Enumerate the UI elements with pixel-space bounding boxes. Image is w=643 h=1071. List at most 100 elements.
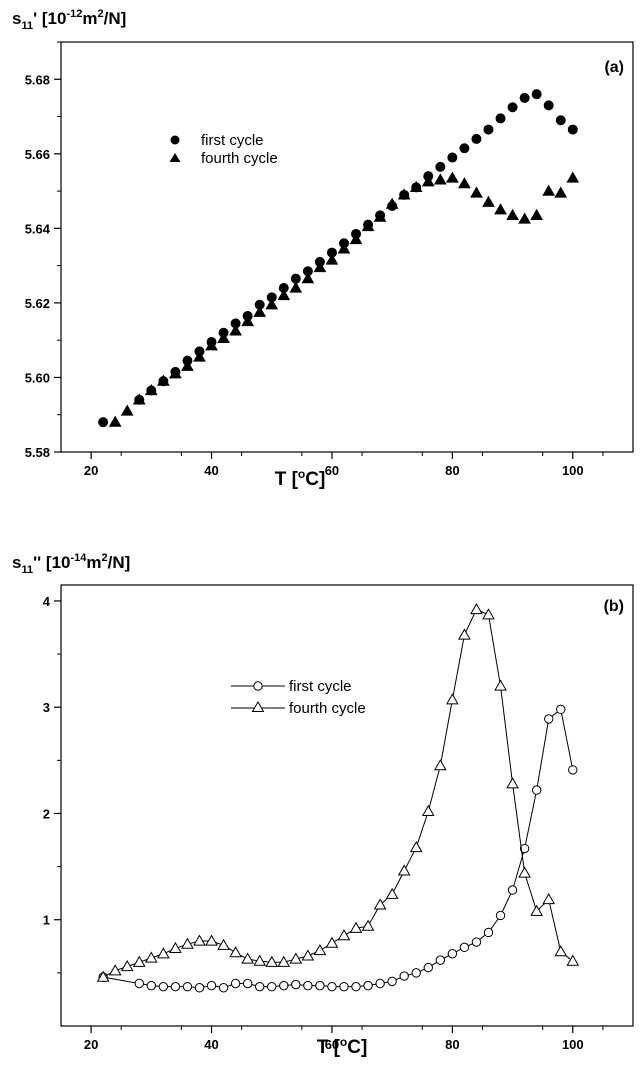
data-point-circle [447,152,458,163]
data-point-triangle [385,197,399,209]
x-tick-label: 100 [562,463,584,478]
plot-frame-a [60,41,634,453]
data-point-triangle [566,954,580,966]
data-point-circle [423,962,433,973]
y-ticks-b: 1 2 3 4 [43,594,61,974]
panel-b: s11'' [10-14m2/N] 20 40 60 80 100 1 2 3 4 (b) f… [12,552,634,1058]
data-point-triangle [337,242,351,254]
data-point-triangle [156,374,170,386]
series-fourth-cycle-a [108,171,580,427]
data-point-circle [230,978,241,989]
legend-a: first cycle fourth cycle [169,132,278,167]
data-point-triangle [108,415,122,427]
data-point-triangle [554,186,568,198]
data-point-triangle [193,350,206,362]
data-point-triangle [217,331,230,343]
data-point-circle [98,417,109,428]
data-point-triangle [156,947,170,959]
data-point-triangle [397,188,411,200]
data-point-triangle [229,324,242,336]
data-point-triangle [446,693,459,705]
data-point-circle [435,161,446,172]
data-point-triangle [241,952,255,964]
data-point-triangle [433,173,447,185]
y-tick-label: 3 [43,700,50,715]
panel-label-a: (a) [604,59,624,76]
data-point-circle [291,979,301,990]
data-point-circle [363,980,373,991]
data-point-triangle [409,180,423,192]
data-point-circle [519,92,530,103]
data-point-triangle [530,208,544,220]
data-point-circle [399,971,409,981]
data-point-triangle [277,955,291,967]
data-point-circle [267,981,277,992]
legend-marker-fourth-cycle-b [251,701,265,712]
data-point-circle [279,980,289,991]
panel-label-b: (b) [604,598,624,615]
data-point-triangle [229,946,242,958]
data-point-circle [531,785,542,795]
data-point-triangle [530,904,544,916]
legend-marker-first-cycle-b [253,681,263,691]
y-tick-label: 4 [43,594,51,609]
series-fourth-cycle-b [96,602,580,982]
data-point-triangle [205,339,218,351]
data-point-triangle [542,184,556,196]
x-tick-label: 40 [204,463,218,478]
legend-label-fourth-cycle-b: fourth cycle [289,700,366,717]
data-point-circle [218,983,229,993]
data-point-circle [351,981,361,992]
x-tick-label: 100 [562,1037,584,1052]
y-ticks-a: 5.58 5.60 5.62 5.64 5.66 5.68 [25,41,61,460]
x-tick-label: 20 [84,1037,98,1052]
data-point-triangle [409,840,423,853]
data-point-circle [556,704,566,715]
panel-a: s11' [10-12m2/N] 20 40 60 80 100 5.58 5.60 5.6… [12,8,634,490]
data-point-circle [495,910,506,921]
data-point-circle [242,978,253,989]
data-point-triangle [217,938,230,950]
data-point-triangle [349,233,363,245]
data-point-circle [447,949,458,959]
data-point-triangle [458,177,471,189]
data-point-triangle [193,934,206,946]
data-point-circle [543,100,554,111]
data-point-triangle [253,954,267,966]
data-point-triangle [433,759,447,771]
data-point-circle [459,143,470,154]
data-point-triangle [554,945,568,957]
data-point-triangle [144,951,158,963]
data-point-triangle [361,919,375,931]
data-point-circle [387,976,397,987]
data-point-triangle [277,288,291,301]
data-point-triangle [289,952,303,964]
data-point-triangle [373,210,387,222]
legend-label-first-cycle-a: first cycle [201,132,264,149]
data-point-circle [411,968,421,978]
x-ticks-b: 20 40 60 80 100 [84,1026,604,1052]
data-point-triangle [482,195,495,207]
x-tick-label: 80 [445,463,459,478]
data-point-triangle [301,272,315,284]
data-point-triangle [506,208,519,220]
x-tick-label: 20 [84,463,98,478]
data-point-triangle [566,171,580,183]
y-tick-label: 5.64 [25,221,51,236]
data-point-circle [495,113,506,124]
data-point-triangle [494,203,507,215]
data-point-triangle [144,383,158,396]
data-point-circle [375,978,385,989]
data-point-triangle [385,887,399,899]
data-point-circle [315,980,325,991]
x-ticks-a: 20 40 60 80 100 [84,452,604,478]
data-point-triangle [132,393,146,405]
data-point-circle [507,102,518,113]
data-point-triangle [421,804,435,816]
data-point-circle [483,124,494,135]
data-point-circle [519,843,530,854]
data-point-triangle [205,934,218,946]
data-point-triangle [470,602,483,615]
y-tick-label: 5.68 [25,72,50,87]
